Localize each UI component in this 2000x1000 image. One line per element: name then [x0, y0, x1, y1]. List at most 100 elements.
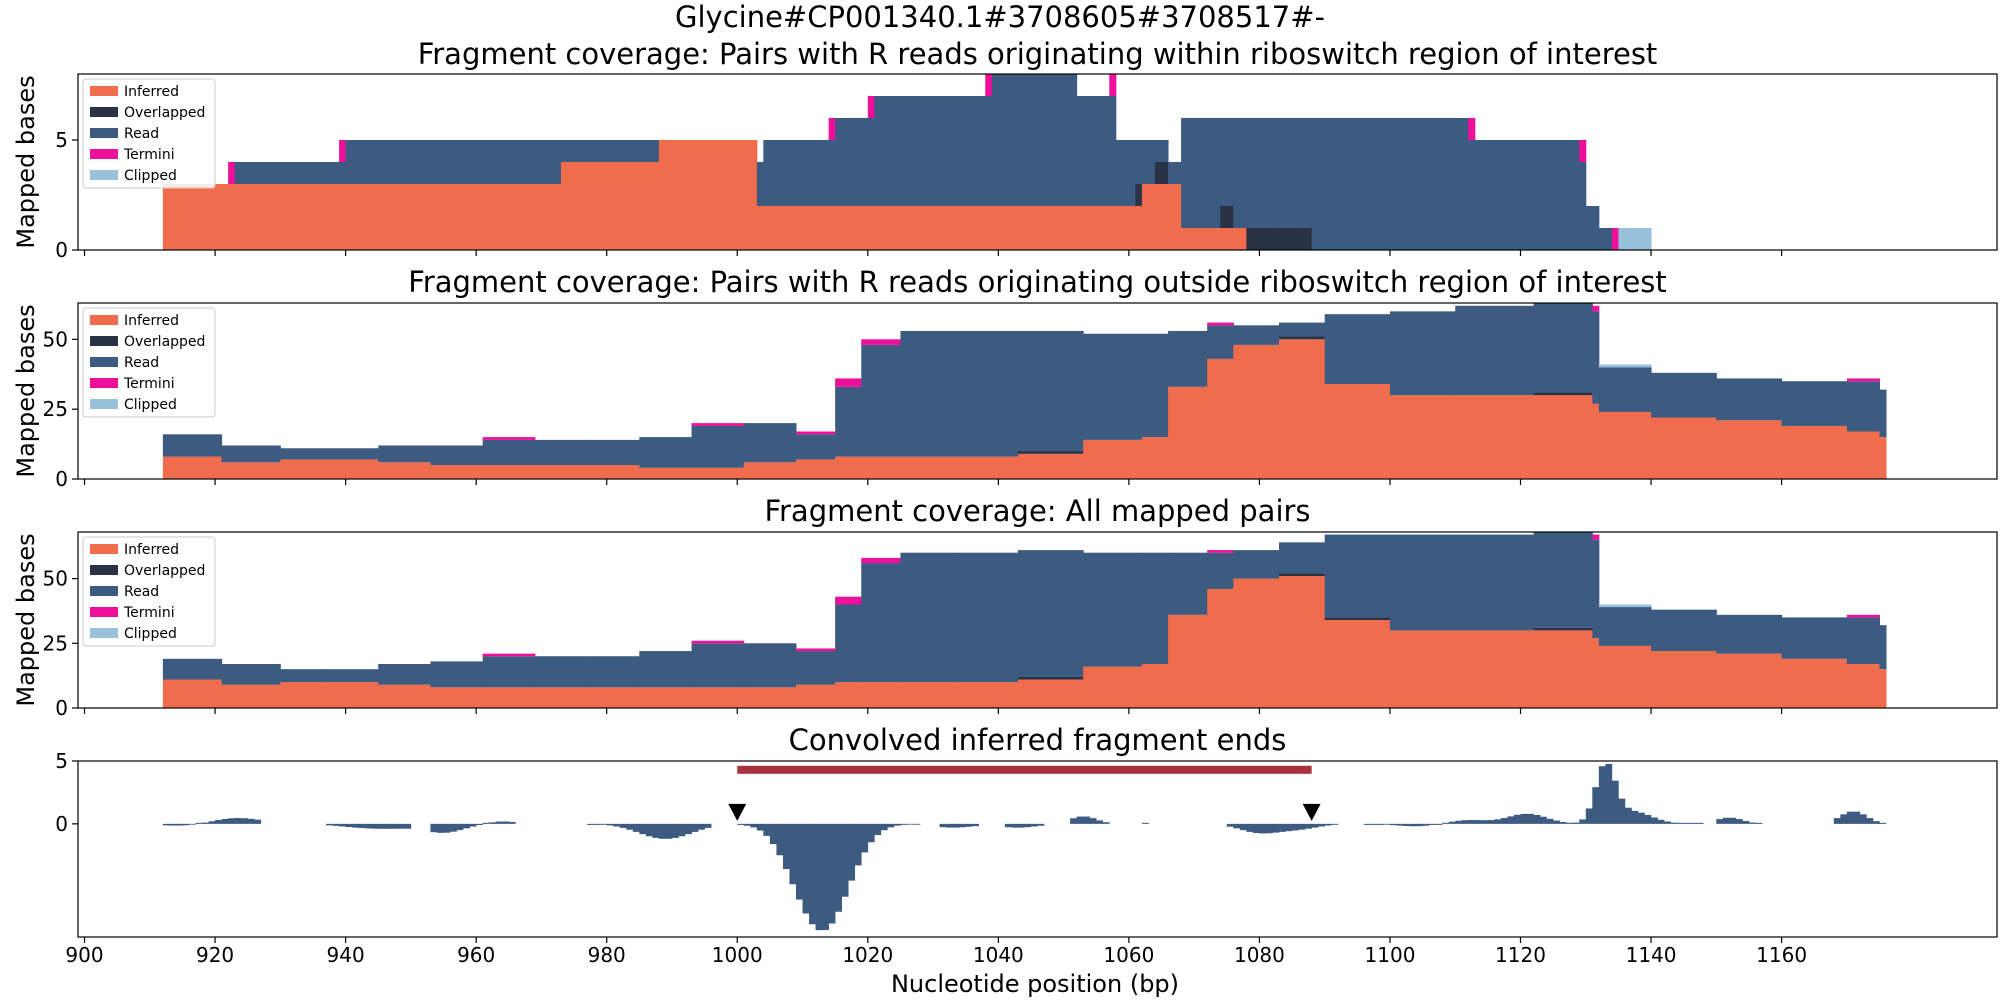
convolved-bar: [1540, 816, 1547, 824]
convolved-bar: [1265, 823, 1273, 834]
legend: Inferred Overlapped Read Termini Clipped: [82, 307, 216, 418]
convolved-bar: [1311, 823, 1319, 828]
convolved-bar: [1272, 823, 1280, 833]
coverage-inferred-bar: [1324, 384, 1391, 479]
convolved-bar: [743, 823, 751, 826]
coverage-read-bar: [691, 425, 745, 468]
convolved-bar: [1037, 823, 1045, 826]
coverage-inferred-bar: [378, 684, 431, 708]
coverage-inferred-bar: [326, 682, 379, 708]
convolved-bar: [1618, 798, 1626, 824]
convolved-bar: [502, 821, 510, 824]
convolved-bar: [254, 819, 262, 824]
convolved-bar: [215, 820, 222, 824]
coverage-read-bar: [991, 74, 1012, 206]
y-tick-label: 5: [55, 128, 68, 152]
convolved-bar: [880, 823, 888, 831]
x-tick-label: 980: [588, 943, 626, 967]
convolved-bar: [750, 823, 758, 828]
plot-area: [162, 763, 1887, 931]
coverage-read-bar: [639, 651, 693, 688]
coverage-inferred-bar: [1279, 576, 1326, 708]
coverage-read-bar: [1879, 625, 1887, 670]
coverage-read-bar: [326, 448, 379, 460]
coverage-read-bar: [874, 96, 986, 206]
coverage-read-bar: [561, 140, 660, 162]
convolved-bar: [587, 823, 594, 825]
coverage-termini-bar: [861, 339, 901, 345]
convolved-bar: [658, 823, 666, 839]
coverage-read-bar: [835, 386, 862, 457]
coverage-read-bar: [378, 445, 431, 463]
legend-swatch-inferred: [90, 544, 118, 554]
coverage-inferred-bar: [561, 162, 660, 250]
coverage-read-bar: [1468, 140, 1476, 250]
x-tick-label: 940: [327, 943, 365, 967]
coverage-termini-bar: [1592, 534, 1600, 540]
convolved-bar: [619, 823, 627, 828]
convolved-bar: [1246, 823, 1254, 832]
coverage-read-bar: [1879, 389, 1887, 438]
coverage-inferred-bar: [1233, 344, 1280, 479]
convolved-bar: [228, 818, 235, 824]
convolved-bar: [782, 823, 790, 870]
convolved-bar: [691, 823, 699, 832]
coverage-read-bar: [1455, 534, 1535, 631]
coverage-read-bar: [867, 118, 875, 206]
coverage-inferred-bar: [1168, 386, 1208, 479]
coverage-read-bar: [835, 118, 869, 206]
convolved-bar: [463, 823, 470, 829]
coverage-read-bar: [221, 664, 281, 685]
coverage-read-bar: [1109, 96, 1117, 206]
coverage-read-bar: [691, 643, 745, 688]
convolved-bar: [365, 823, 373, 829]
convolved-bar: [378, 823, 386, 829]
coverage-inferred-bar: [1651, 417, 1717, 479]
legend-swatch-read: [90, 586, 118, 596]
convolved-bar: [1298, 823, 1306, 830]
coverage-inferred-bar: [1279, 339, 1326, 479]
coverage-inferred-bar: [867, 206, 875, 250]
convolved-bar: [1442, 822, 1450, 824]
coverage-inferred-bar: [1716, 653, 1783, 708]
coverage-read-bar: [280, 448, 327, 460]
convolved-bar: [809, 823, 816, 925]
axes-frame: [77, 73, 1998, 251]
x-tick-label: 1100: [1365, 943, 1416, 967]
legend-label: Termini: [123, 376, 175, 392]
convolved-bar: [1846, 811, 1854, 824]
coverage-inferred-bar: [1598, 645, 1652, 708]
convolved-bar: [828, 823, 836, 924]
coverage-inferred-bar: [587, 465, 640, 479]
convolved-bar: [874, 823, 882, 836]
coverage-clipped-bar: [1598, 604, 1652, 608]
coverage-read-bar: [1651, 372, 1717, 418]
convolved-bar: [352, 823, 359, 828]
y-tick-label: 50: [43, 327, 68, 351]
coverage-overlapped-bar: [1533, 627, 1593, 631]
convolved-bar: [1611, 780, 1619, 824]
coverage-inferred-bar: [1598, 411, 1652, 479]
y-tick-label: 0: [55, 238, 68, 262]
coverage-inferred-bar: [1716, 420, 1783, 479]
convolved-bar: [1866, 818, 1874, 824]
x-tick-label: 1160: [1756, 943, 1807, 967]
convolved-bar: [1461, 820, 1469, 824]
coverage-read-bar: [1246, 118, 1273, 228]
convolved-bar: [1638, 812, 1645, 824]
y-tick-label: 25: [43, 631, 68, 655]
convolved-bar: [841, 823, 849, 897]
convolved-bar: [1644, 814, 1652, 824]
convolved-bar: [645, 823, 653, 837]
legend-swatch-clipped: [90, 628, 118, 638]
x-tick-label: 900: [65, 943, 103, 967]
coverage-read-bar: [985, 96, 993, 206]
coverage-read-bar: [1135, 140, 1143, 184]
convolved-bar: [371, 823, 379, 829]
convolved-bar: [1716, 819, 1724, 824]
convolved-bar: [1755, 822, 1763, 824]
legend-label: Inferred: [124, 84, 179, 100]
coverage-inferred-bar: [1781, 425, 1848, 479]
convolved-bar: [835, 823, 842, 912]
coverage-overlapped-bar: [1279, 573, 1326, 576]
